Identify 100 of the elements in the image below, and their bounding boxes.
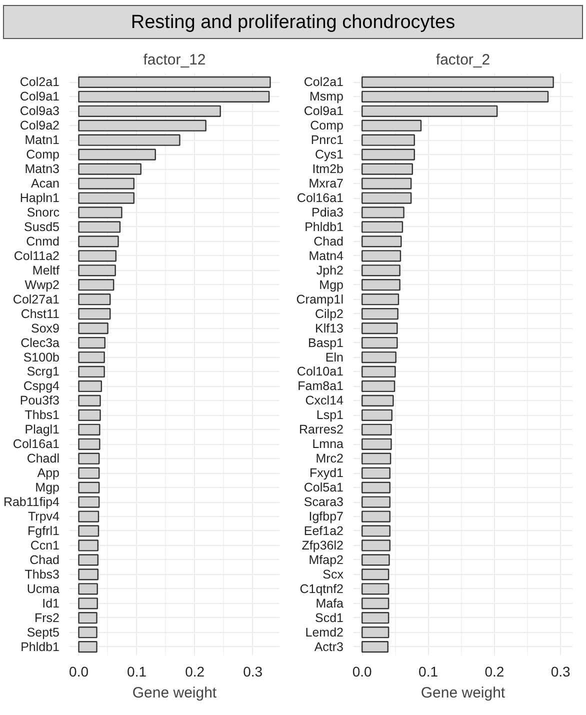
- y-tick-label: Scrg1: [26, 364, 60, 379]
- bar: [362, 467, 390, 479]
- y-tick-label: Id1: [42, 596, 60, 610]
- bar: [362, 90, 549, 102]
- y-tick-label: Mfap2: [308, 552, 344, 567]
- x-tick-label: 0.1: [127, 664, 147, 680]
- y-tick-label: Col9a2: [20, 118, 60, 133]
- bar: [362, 482, 390, 494]
- bar: [78, 452, 100, 464]
- bar: [78, 236, 119, 248]
- y-tick-label: Itm2b: [312, 162, 344, 176]
- y-tick-label: Zfp36l2: [302, 538, 344, 552]
- bar: [78, 178, 134, 190]
- y-tick-label: Acan: [31, 176, 60, 191]
- chart-subtitle: factor_12: [143, 52, 206, 68]
- bar: [78, 76, 271, 88]
- bar: [362, 178, 412, 190]
- y-tick-label: Susd5: [24, 220, 60, 234]
- bar: [362, 583, 390, 595]
- bar: [78, 554, 99, 566]
- y-tick-label: Mafa: [316, 596, 344, 610]
- y-tick-label: Chst11: [20, 306, 60, 321]
- bar: [362, 308, 398, 320]
- bar: [78, 482, 100, 494]
- y-tick-label: S100b: [23, 350, 60, 364]
- y-tick-label: Matn4: [308, 248, 344, 263]
- bar: [362, 540, 390, 552]
- x-tick-label: 0.0: [352, 664, 372, 680]
- y-tick-label: Scd1: [315, 610, 344, 625]
- bar: [362, 221, 404, 233]
- y-tick-label: Lemd2: [305, 625, 344, 640]
- bar: [362, 554, 390, 566]
- bar: [362, 105, 498, 117]
- bar: [362, 496, 390, 508]
- y-tick-label: Chad: [30, 552, 60, 567]
- bar: [78, 366, 105, 378]
- y-tick-label: Col27a1: [12, 292, 60, 306]
- bar: [362, 236, 402, 248]
- bar: [78, 264, 116, 276]
- y-tick-label: Trpv4: [28, 510, 60, 524]
- y-tick-label: Matn1: [24, 133, 60, 148]
- x-axis-title: Gene weight: [420, 684, 506, 702]
- y-tick-label: Eln: [325, 350, 344, 364]
- y-tick-label: Cys1: [315, 148, 344, 162]
- y-tick-label: Scx: [322, 567, 344, 582]
- bar: [78, 221, 121, 233]
- bar: [78, 510, 100, 522]
- y-tick-label: Col5a1: [304, 480, 344, 495]
- bar: [78, 250, 117, 262]
- bar: [78, 134, 180, 146]
- y-tick-label: Msmp: [309, 90, 344, 104]
- y-tick-label: Cilp2: [315, 306, 344, 321]
- bar: [362, 134, 415, 146]
- bar: [362, 612, 390, 624]
- y-tick-label: Rarres2: [299, 422, 344, 437]
- x-tick-label: 0.2: [484, 664, 504, 680]
- y-tick-label: Sept5: [26, 625, 60, 640]
- bar: [362, 510, 390, 522]
- bar: [362, 366, 396, 378]
- y-tick-label: Mrc2: [316, 452, 344, 466]
- bar: [78, 438, 100, 450]
- y-tick-label: Cramp1l: [296, 292, 344, 306]
- bar: [78, 206, 122, 218]
- bar: [78, 409, 101, 421]
- y-tick-label: Thbs1: [24, 408, 60, 422]
- y-tick-label: Comp: [310, 118, 344, 133]
- bar: [78, 626, 98, 638]
- y-tick-label: Col11a2: [14, 248, 60, 263]
- bar: [78, 641, 98, 653]
- bar: [362, 322, 398, 334]
- bar: [362, 264, 400, 276]
- bar: [362, 351, 396, 364]
- y-tick-label: Phldb1: [20, 640, 60, 654]
- y-tick-label: Ccn1: [30, 538, 60, 552]
- y-tick-label: Lmna: [312, 437, 344, 452]
- bar: [362, 192, 412, 204]
- bar: [78, 525, 100, 537]
- bar: [78, 424, 100, 436]
- y-tick-label: Meltf: [32, 263, 60, 278]
- bar: [78, 496, 100, 508]
- y-tick-label: Cspg4: [23, 379, 60, 394]
- y-tick-label: Fgfrl1: [28, 524, 60, 538]
- y-tick-label: Jph2: [316, 263, 344, 278]
- y-tick-label: App: [37, 466, 60, 480]
- bar: [78, 336, 106, 349]
- y-tick-label: Ucma: [26, 582, 60, 596]
- bar: [78, 279, 114, 291]
- y-tick-label: Basp1: [308, 336, 344, 350]
- x-tick-label: 0.3: [243, 664, 263, 680]
- bar: [78, 90, 270, 102]
- bar: [78, 568, 99, 580]
- y-tick-label: Pou3f3: [20, 394, 60, 408]
- bar: [78, 612, 98, 624]
- x-tick-label: 0.1: [418, 664, 438, 680]
- bar: [362, 76, 554, 88]
- y-tick-label: Pdia3: [312, 205, 344, 220]
- bar: [362, 568, 390, 580]
- y-tick-label: Mxra7: [308, 176, 344, 191]
- chart-title: Resting and proliferating chondrocytes: [130, 11, 456, 35]
- bar: [78, 294, 111, 306]
